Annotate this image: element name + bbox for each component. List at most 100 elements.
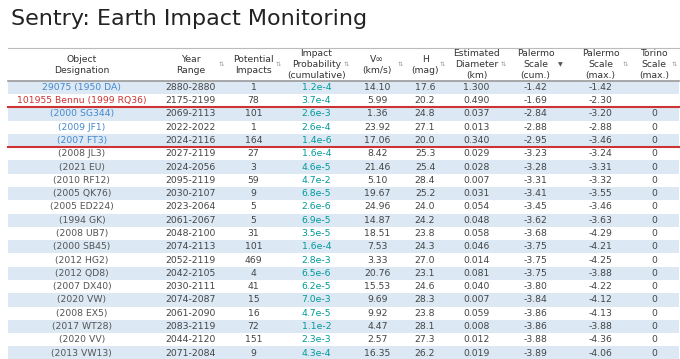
Text: -2.88: -2.88: [524, 123, 547, 132]
Bar: [7, 227, 679, 240]
Text: -4.25: -4.25: [589, 256, 613, 265]
Text: 2024-2056: 2024-2056: [165, 163, 216, 172]
Text: 4.6e-5: 4.6e-5: [302, 163, 331, 172]
Text: 0.019: 0.019: [463, 349, 490, 358]
Text: 23.8: 23.8: [415, 309, 435, 318]
Text: 0.029: 0.029: [463, 149, 490, 158]
Text: 17.06: 17.06: [364, 136, 390, 145]
Text: 28.1: 28.1: [415, 322, 435, 331]
Text: 1.2e-4: 1.2e-4: [301, 83, 331, 92]
Text: 3: 3: [250, 163, 256, 172]
Text: 0.048: 0.048: [463, 216, 490, 225]
Text: Object
Designation: Object Designation: [54, 55, 109, 75]
Text: (2012 QD8): (2012 QD8): [55, 269, 109, 278]
Text: 0: 0: [651, 176, 657, 185]
Bar: [7, 320, 679, 333]
Text: 0: 0: [651, 163, 657, 172]
Text: 9.92: 9.92: [367, 309, 388, 318]
Text: (2007 DX40): (2007 DX40): [52, 282, 112, 291]
Text: 0.028: 0.028: [463, 163, 490, 172]
Text: -3.24: -3.24: [588, 149, 613, 158]
Text: -4.29: -4.29: [588, 229, 613, 238]
Text: -1.42: -1.42: [588, 83, 613, 92]
Text: 4.47: 4.47: [367, 322, 388, 331]
Text: V∞
(km/s): V∞ (km/s): [362, 55, 392, 75]
Bar: [7, 81, 679, 94]
Bar: [7, 121, 679, 134]
Text: 0: 0: [651, 202, 657, 211]
Text: 27.1: 27.1: [415, 123, 435, 132]
Text: 101: 101: [245, 109, 262, 118]
Text: -3.80: -3.80: [524, 282, 547, 291]
Bar: [7, 214, 679, 227]
Text: 9.69: 9.69: [367, 295, 388, 304]
Bar: [7, 200, 679, 214]
Text: 27.3: 27.3: [415, 335, 435, 344]
Text: 6.2e-5: 6.2e-5: [302, 282, 331, 291]
Text: 0: 0: [651, 229, 657, 238]
Text: (2000 SB45): (2000 SB45): [53, 242, 110, 251]
Bar: [7, 240, 679, 253]
Text: 0.490: 0.490: [463, 96, 490, 105]
Text: 19.67: 19.67: [364, 189, 390, 198]
Text: 59: 59: [248, 176, 259, 185]
Text: 2022-2022: 2022-2022: [165, 123, 216, 132]
Text: (2020 VW): (2020 VW): [57, 295, 106, 304]
Text: 25.3: 25.3: [415, 149, 435, 158]
Text: ⇅: ⇅: [344, 62, 350, 67]
Text: 0: 0: [651, 335, 657, 344]
Text: 2095-2119: 2095-2119: [165, 176, 216, 185]
Text: 20.2: 20.2: [415, 96, 435, 105]
Text: 21.46: 21.46: [364, 163, 390, 172]
Text: 24.6: 24.6: [415, 282, 435, 291]
Text: ⇅: ⇅: [218, 62, 224, 67]
Text: 78: 78: [248, 96, 259, 105]
Text: Impact
Probability
(cumulative): Impact Probability (cumulative): [287, 49, 345, 80]
Text: 0: 0: [651, 322, 657, 331]
Text: 28.3: 28.3: [415, 295, 435, 304]
Text: -3.32: -3.32: [588, 176, 613, 185]
Text: 2.8e-3: 2.8e-3: [301, 256, 331, 265]
Text: ⇅: ⇅: [397, 62, 403, 67]
Text: 6.5e-6: 6.5e-6: [302, 269, 331, 278]
Text: 0: 0: [651, 269, 657, 278]
Bar: [7, 253, 679, 267]
Text: -2.88: -2.88: [588, 123, 613, 132]
Text: -2.95: -2.95: [524, 136, 547, 145]
Text: 9: 9: [250, 189, 256, 198]
Text: 0.059: 0.059: [464, 309, 490, 318]
Text: (2012 HG2): (2012 HG2): [55, 256, 109, 265]
Text: (2013 VW13): (2013 VW13): [52, 349, 112, 358]
Text: 2074-2087: 2074-2087: [165, 295, 216, 304]
Bar: [7, 346, 679, 359]
Bar: [7, 147, 679, 160]
Text: 3.7e-4: 3.7e-4: [301, 96, 331, 105]
Text: 0.012: 0.012: [463, 335, 490, 344]
Text: 0.007: 0.007: [463, 295, 490, 304]
Text: 0.014: 0.014: [463, 256, 490, 265]
Text: 4.3e-4: 4.3e-4: [301, 349, 331, 358]
Text: 2.3e-3: 2.3e-3: [301, 335, 331, 344]
Text: 25.2: 25.2: [415, 189, 435, 198]
Text: 2024-2116: 2024-2116: [165, 136, 216, 145]
Text: -1.42: -1.42: [524, 83, 547, 92]
Bar: [7, 307, 679, 320]
Text: 1.1e-2: 1.1e-2: [301, 322, 331, 331]
Text: (2000 SG344): (2000 SG344): [50, 109, 114, 118]
Text: -4.13: -4.13: [588, 309, 613, 318]
Text: (2008 UB7): (2008 UB7): [56, 229, 108, 238]
Text: -3.75: -3.75: [524, 242, 547, 251]
Text: 2.6e-4: 2.6e-4: [301, 123, 331, 132]
Text: 0.081: 0.081: [463, 269, 490, 278]
Text: 20.76: 20.76: [364, 269, 390, 278]
Text: 3.33: 3.33: [367, 256, 388, 265]
Text: 5: 5: [251, 216, 256, 225]
Text: (2010 RF12): (2010 RF12): [54, 176, 110, 185]
Text: 101955 Bennu (1999 RQ36): 101955 Bennu (1999 RQ36): [17, 96, 147, 105]
Text: 26.2: 26.2: [415, 349, 435, 358]
Text: -3.88: -3.88: [524, 335, 547, 344]
Text: 0.008: 0.008: [463, 322, 490, 331]
Text: 24.0: 24.0: [415, 202, 435, 211]
Text: 2175-2199: 2175-2199: [165, 96, 216, 105]
Text: 0.058: 0.058: [464, 229, 490, 238]
